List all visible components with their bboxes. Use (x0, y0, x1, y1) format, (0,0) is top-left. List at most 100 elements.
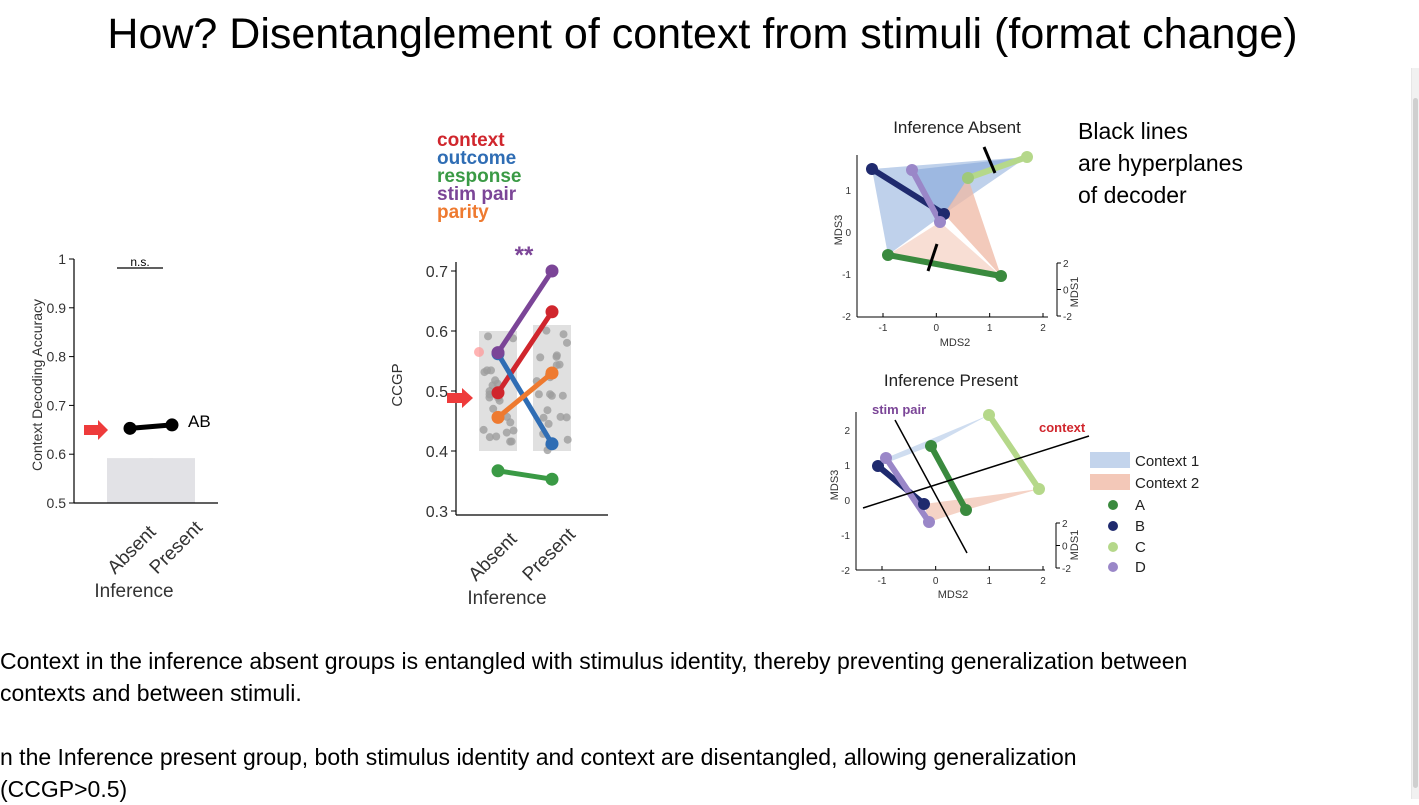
context2-surface (944, 178, 1001, 276)
cursor-highlight (474, 347, 484, 357)
y-tick-label: 0.4 (426, 444, 448, 461)
null-sample (552, 352, 561, 361)
arrow-icon (447, 388, 473, 408)
x-tick-label: 0 (934, 323, 940, 334)
y-tick-label: 2 (844, 426, 850, 437)
pair-line (965, 154, 1030, 181)
y-tick-label: 0 (844, 496, 850, 507)
null-sample (562, 413, 571, 422)
series-point (491, 464, 505, 478)
null-sample (485, 433, 494, 442)
null-sample (484, 332, 493, 341)
z-tick-label: 2 (1062, 519, 1068, 530)
context-hyperplane (862, 435, 1090, 509)
legend-label: response (437, 166, 521, 187)
scrollbar[interactable] (1411, 68, 1419, 799)
null-sample (563, 435, 572, 444)
point-a (960, 504, 972, 516)
point-b (872, 460, 884, 472)
y-tick-label: 0 (845, 228, 851, 239)
null-sample (492, 432, 501, 441)
hyperplane (926, 243, 939, 272)
null-sample (543, 406, 552, 415)
legend-label: D (1135, 559, 1146, 576)
y-tick-label: 1 (58, 251, 66, 267)
null-sample (489, 404, 498, 413)
x-tick-label: 2 (1040, 323, 1046, 334)
series-point (545, 305, 559, 319)
x-tick-label: 1 (987, 323, 993, 334)
legend-label: Context 1 (1135, 453, 1199, 470)
null-sample (544, 419, 553, 428)
z-tick-label: -2 (1063, 312, 1072, 323)
z-tick-label: 2 (1063, 259, 1069, 270)
legend-dot-c (1108, 542, 1118, 552)
significance-label: n.s. (130, 255, 149, 269)
bullet-text-2: n the Inference present group, both stim… (0, 741, 1077, 805)
point-c (983, 409, 995, 421)
series-point (165, 418, 179, 432)
y-tick-label: 1 (844, 461, 850, 472)
y-tick-label: 0.7 (426, 264, 448, 281)
z-axis-label: MDS1 (1069, 277, 1081, 308)
legend-label: C (1135, 539, 1146, 556)
point-c (1021, 151, 1033, 163)
pair-line (928, 443, 969, 513)
point-d (906, 164, 918, 176)
y-tick-label: 1 (845, 186, 851, 197)
y-tick-label: -2 (842, 312, 851, 323)
x-tick-label: -1 (879, 323, 888, 334)
x-tick-label: Present (146, 517, 208, 579)
decoding-accuracy-chart: 0.5 0.6 0.7 0.8 0.9 1 Context Decoding Accura… (29, 251, 218, 602)
y-ticks: 0.3 0.4 0.5 0.6 0.7 (426, 264, 456, 521)
axis-ticks: -1 0 1 2 2 1 0 -1 -2 2 0 -2 (841, 426, 1071, 587)
point-b (866, 163, 878, 175)
x-axis-label: Inference (94, 581, 173, 602)
bullet-line: n the Inference present group, both stim… (0, 744, 1077, 770)
legend-label: B (1135, 518, 1145, 535)
legend-label: context (437, 130, 505, 151)
arrow-icon (84, 420, 108, 440)
point-d (880, 452, 892, 464)
hyperplane-note-line: of decoder (1078, 182, 1187, 208)
y-tick-label: 0.6 (426, 324, 448, 341)
null-sample (558, 391, 567, 400)
null-sample (506, 418, 515, 427)
series-point (545, 264, 559, 278)
y-tick-label: 0.6 (47, 446, 67, 462)
y-tick-label: 0.3 (426, 504, 448, 521)
series-line (496, 371, 554, 420)
hyperplane-note-line: Black lines (1078, 118, 1188, 144)
point-a (995, 270, 1007, 282)
series-point (491, 410, 505, 424)
null-sample (542, 326, 551, 335)
z-axis-label: MDS1 (1069, 530, 1081, 561)
y-tick-label: 0.5 (47, 495, 67, 511)
scrollbar-thumb[interactable] (1413, 98, 1418, 788)
legend-label: stim pair (437, 184, 517, 205)
series-line (495, 269, 555, 354)
point-c (962, 172, 974, 184)
pair-line (885, 252, 1004, 279)
bullet-line: Context in the inference absent groups i… (0, 648, 1188, 674)
context1-surface (878, 415, 989, 466)
mds-absent-title: Inference Absent (893, 118, 1021, 137)
hyperplane (982, 146, 997, 174)
x-axis-label: MDS2 (940, 337, 971, 349)
context-label: context (1039, 420, 1086, 435)
null-sample (539, 413, 548, 422)
series-point (545, 437, 559, 451)
axis-ticks: -1 0 1 2 1 0 -1 -2 2 0 -2 (842, 186, 1072, 334)
null-sample (546, 390, 555, 399)
null-sample (556, 412, 565, 421)
x-tick-label: 2 (1040, 576, 1046, 587)
null-sample (534, 390, 543, 399)
series-line (497, 468, 553, 482)
null-sample (562, 338, 571, 347)
null-sample (559, 330, 568, 339)
y-axis-label: MDS3 (829, 470, 841, 501)
legend-dot-b (1108, 521, 1118, 531)
series-point (123, 421, 137, 435)
